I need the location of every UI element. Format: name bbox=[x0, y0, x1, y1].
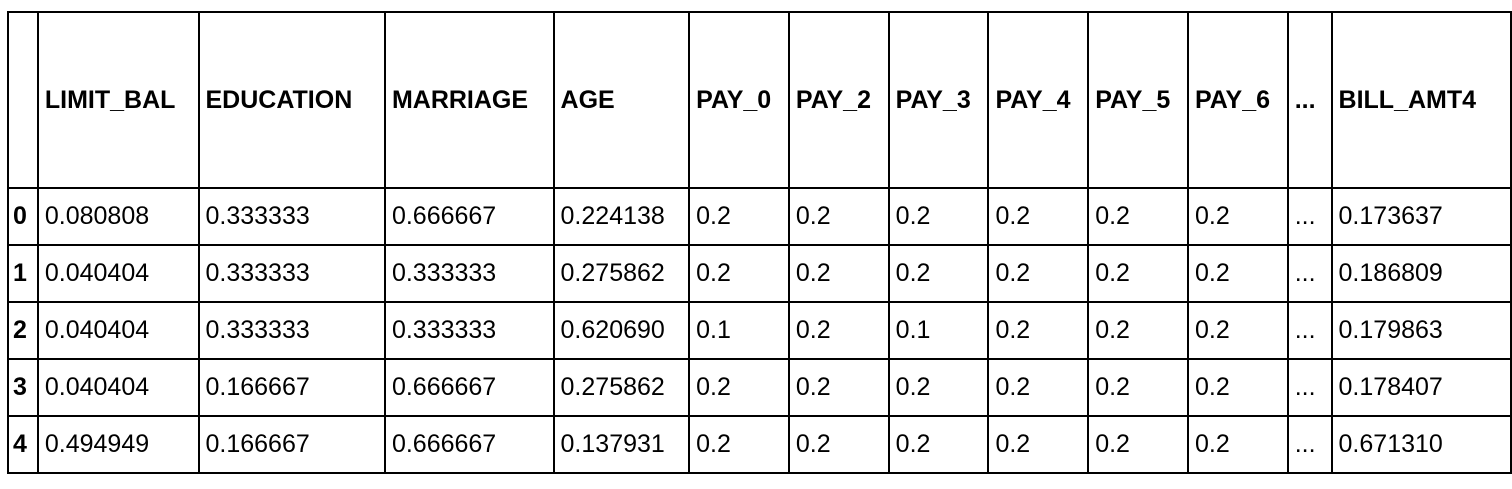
column-header: MARRIAGE bbox=[383, 11, 555, 189]
row-index: 1 bbox=[7, 244, 39, 303]
dataframe-table: LIMIT_BAL EDUCATION MARRIAGE AGE PAY_0 P… bbox=[7, 11, 1512, 474]
table-cell: 0.2 bbox=[1087, 187, 1189, 246]
column-header: PAY_3 bbox=[887, 11, 990, 189]
table-cell-ellipsis: ... bbox=[1286, 301, 1333, 360]
table-cell: 0.275862 bbox=[552, 244, 691, 303]
table-cell: 0.2 bbox=[887, 187, 990, 246]
column-header: AGE bbox=[552, 11, 691, 189]
table-cell: 0.2 bbox=[1087, 415, 1189, 474]
table-cell: 0.2 bbox=[1087, 301, 1189, 360]
table-cell: 0.2 bbox=[787, 187, 890, 246]
table-cell: 0.2 bbox=[1186, 415, 1289, 474]
table-cell: 0.178407 bbox=[1330, 358, 1512, 417]
table-cell: 0.333333 bbox=[383, 301, 555, 360]
table-cell: 0.2 bbox=[987, 244, 1090, 303]
table-cell: 0.186809 bbox=[1330, 244, 1512, 303]
table-cell: 0.666667 bbox=[383, 358, 555, 417]
table-row: 1 0.040404 0.333333 0.333333 0.275862 0.… bbox=[7, 244, 1512, 303]
table-cell: 0.2 bbox=[1186, 244, 1289, 303]
table-cell: 0.224138 bbox=[552, 187, 691, 246]
table-row: 2 0.040404 0.333333 0.333333 0.620690 0.… bbox=[7, 301, 1512, 360]
table-cell: 0.040404 bbox=[36, 358, 200, 417]
row-index: 4 bbox=[7, 415, 39, 474]
table-cell: 0.2 bbox=[787, 301, 890, 360]
table-cell: 0.2 bbox=[987, 187, 1090, 246]
table-cell: 0.2 bbox=[787, 358, 890, 417]
table-cell: 0.333333 bbox=[383, 244, 555, 303]
table-cell-ellipsis: ... bbox=[1286, 187, 1333, 246]
table-cell: 0.137931 bbox=[552, 415, 691, 474]
table-cell: 0.2 bbox=[887, 244, 990, 303]
table-cell: 0.1 bbox=[887, 301, 990, 360]
table-cell: 0.275862 bbox=[552, 358, 691, 417]
table-cell: 0.333333 bbox=[197, 301, 386, 360]
table-cell: 0.2 bbox=[688, 187, 790, 246]
table-row: 0 0.080808 0.333333 0.666667 0.224138 0.… bbox=[7, 187, 1512, 246]
table-cell: 0.166667 bbox=[197, 358, 386, 417]
table-cell: 0.2 bbox=[787, 415, 890, 474]
table-cell: 0.179863 bbox=[1330, 301, 1512, 360]
table-cell: 0.2 bbox=[987, 358, 1090, 417]
table-cell: 0.2 bbox=[1186, 187, 1289, 246]
table-cell: 0.2 bbox=[887, 358, 990, 417]
table-cell: 0.333333 bbox=[197, 244, 386, 303]
column-header: PAY_4 bbox=[987, 11, 1090, 189]
table-cell: 0.494949 bbox=[36, 415, 200, 474]
column-header: PAY_2 bbox=[787, 11, 890, 189]
table-cell: 0.666667 bbox=[383, 415, 555, 474]
row-index: 2 bbox=[7, 301, 39, 360]
table-cell: 0.2 bbox=[1087, 358, 1189, 417]
row-index: 0 bbox=[7, 187, 39, 246]
table-cell: 0.671310 bbox=[1330, 415, 1512, 474]
table-cell: 0.080808 bbox=[36, 187, 200, 246]
index-header-corner bbox=[7, 11, 39, 189]
table-cell: 0.2 bbox=[987, 301, 1090, 360]
row-index: 3 bbox=[7, 358, 39, 417]
table-cell: 0.666667 bbox=[383, 187, 555, 246]
column-header: PAY_6 bbox=[1186, 11, 1289, 189]
column-header: PAY_0 bbox=[688, 11, 790, 189]
table-cell: 0.173637 bbox=[1330, 187, 1512, 246]
header-row: LIMIT_BAL EDUCATION MARRIAGE AGE PAY_0 P… bbox=[7, 11, 1512, 189]
table-cell: 0.1 bbox=[688, 301, 790, 360]
table-cell-ellipsis: ... bbox=[1286, 244, 1333, 303]
table-row: 3 0.040404 0.166667 0.666667 0.275862 0.… bbox=[7, 358, 1512, 417]
table-cell: 0.2 bbox=[688, 415, 790, 474]
column-header-ellipsis: ... bbox=[1286, 11, 1333, 189]
table-cell: 0.2 bbox=[688, 244, 790, 303]
table-cell: 0.333333 bbox=[197, 187, 386, 246]
column-header: LIMIT_BAL bbox=[36, 11, 200, 189]
column-header: PAY_5 bbox=[1087, 11, 1189, 189]
table-cell: 0.2 bbox=[1087, 244, 1189, 303]
table-cell: 0.166667 bbox=[197, 415, 386, 474]
table-cell: 0.2 bbox=[987, 415, 1090, 474]
table-cell-ellipsis: ... bbox=[1286, 358, 1333, 417]
column-header: BILL_AMT4 bbox=[1330, 11, 1512, 189]
table-cell: 0.2 bbox=[688, 358, 790, 417]
table-cell: 0.620690 bbox=[552, 301, 691, 360]
column-header: EDUCATION bbox=[197, 11, 386, 189]
table-cell: 0.040404 bbox=[36, 244, 200, 303]
table-row: 4 0.494949 0.166667 0.666667 0.137931 0.… bbox=[7, 415, 1512, 474]
table-cell: 0.040404 bbox=[36, 301, 200, 360]
table-cell: 0.2 bbox=[1186, 301, 1289, 360]
table-cell: 0.2 bbox=[887, 415, 990, 474]
table-cell-ellipsis: ... bbox=[1286, 415, 1333, 474]
table-cell: 0.2 bbox=[787, 244, 890, 303]
table-cell: 0.2 bbox=[1186, 358, 1289, 417]
